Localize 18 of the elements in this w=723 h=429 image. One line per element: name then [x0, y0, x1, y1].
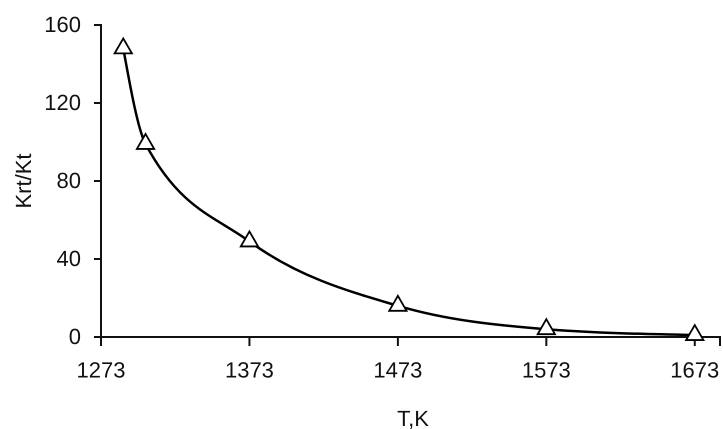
x-tick-label: 1473: [373, 358, 422, 383]
x-tick-label: 1573: [522, 358, 571, 383]
y-tick-label: 0: [68, 324, 81, 350]
x-tick-label: 1373: [224, 358, 274, 383]
x-axis-title: T,K: [397, 406, 430, 429]
y-tick-label: 160: [44, 12, 81, 38]
point: [240, 230, 260, 248]
point: [114, 37, 133, 54]
x-tick-label: 1673: [670, 358, 720, 383]
point: [136, 133, 156, 150]
x-tick-label: 1273: [76, 358, 126, 383]
y-tick-label: 40: [56, 246, 81, 272]
y-tick-label: 120: [44, 90, 81, 116]
y-axis-title: Krt/Kt: [11, 153, 36, 209]
point: [685, 324, 704, 341]
point: [536, 318, 556, 336]
point: [388, 294, 408, 312]
y-tick-label: 80: [56, 168, 81, 194]
